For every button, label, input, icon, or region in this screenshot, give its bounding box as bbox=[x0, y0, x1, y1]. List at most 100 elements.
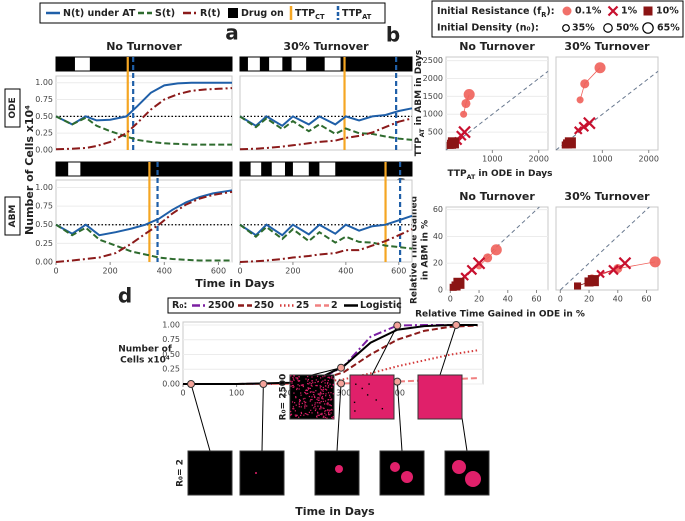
cell bbox=[368, 383, 370, 385]
legend-label: R(t) bbox=[200, 8, 221, 19]
cell bbox=[309, 382, 311, 384]
drug-on bbox=[56, 57, 75, 71]
cell bbox=[291, 401, 294, 403]
x-tick-label: 0 bbox=[558, 295, 563, 304]
cell bbox=[296, 377, 298, 379]
cell bbox=[314, 406, 316, 408]
plot-area bbox=[239, 179, 413, 263]
cell bbox=[306, 389, 308, 392]
thumbnail bbox=[239, 450, 285, 496]
legend-label: N(t) under AT bbox=[63, 8, 136, 19]
cell bbox=[293, 408, 295, 410]
cell bbox=[313, 394, 315, 396]
series-line bbox=[55, 87, 233, 151]
cell bbox=[300, 406, 302, 408]
cell bbox=[291, 382, 293, 384]
x-tick-label: 60 bbox=[531, 295, 541, 304]
cell bbox=[296, 387, 298, 389]
y-axis-label: TTPAT in ABM in Days bbox=[414, 50, 426, 157]
plot-area bbox=[55, 179, 233, 263]
cell-cluster bbox=[390, 462, 400, 472]
cell bbox=[298, 380, 300, 382]
cell bbox=[317, 412, 319, 414]
cell bbox=[321, 396, 324, 398]
cell bbox=[331, 398, 333, 400]
y-tick-label: 1.00 bbox=[35, 183, 53, 192]
cell-cluster bbox=[401, 471, 413, 483]
cell bbox=[290, 375, 292, 377]
plot-area bbox=[55, 75, 233, 151]
cell bbox=[310, 383, 312, 385]
cell bbox=[290, 410, 292, 413]
snapshot bbox=[337, 363, 346, 372]
cell bbox=[328, 413, 330, 415]
cell bbox=[325, 389, 328, 391]
snapshot bbox=[259, 380, 268, 388]
cell bbox=[301, 402, 303, 405]
cell bbox=[302, 398, 305, 400]
cell bbox=[302, 385, 304, 388]
cell bbox=[306, 413, 308, 415]
cell bbox=[313, 407, 315, 409]
cell bbox=[306, 405, 308, 407]
connector bbox=[261, 383, 264, 452]
point bbox=[458, 125, 471, 139]
connector bbox=[311, 367, 342, 376]
thumbnail-bg bbox=[444, 450, 490, 496]
cell bbox=[310, 399, 312, 401]
cell bbox=[317, 380, 319, 383]
cell bbox=[290, 414, 292, 416]
cell bbox=[294, 402, 296, 404]
legend-label: Drug on bbox=[241, 8, 284, 19]
cell bbox=[327, 402, 329, 404]
cell bbox=[322, 393, 325, 395]
cell bbox=[315, 384, 317, 387]
cell bbox=[291, 384, 294, 387]
y-axis-label: in ABM in % bbox=[421, 220, 431, 280]
legend-label: TTPCT bbox=[295, 8, 325, 22]
series-line bbox=[55, 81, 232, 126]
panel-letter: b bbox=[386, 23, 400, 47]
cell bbox=[325, 414, 327, 416]
legend-label: 2500 bbox=[208, 300, 235, 311]
snapshot bbox=[337, 379, 346, 388]
cell bbox=[322, 376, 324, 378]
cell bbox=[296, 414, 298, 416]
legend-swatch bbox=[562, 6, 572, 16]
legend-title: Initial Density (n₀): bbox=[437, 23, 539, 34]
y-tick-label: 0.25 bbox=[162, 365, 180, 374]
y-axis-label-part: AT bbox=[419, 128, 426, 137]
series-line bbox=[55, 223, 232, 262]
point bbox=[587, 275, 599, 287]
cell bbox=[327, 399, 329, 401]
identity-line bbox=[555, 70, 659, 151]
cell bbox=[329, 396, 331, 398]
cell bbox=[297, 380, 299, 382]
cell bbox=[320, 381, 323, 383]
cell bbox=[320, 408, 322, 410]
y-tick-label: 0.75 bbox=[35, 202, 53, 211]
cell bbox=[307, 375, 309, 378]
y-tick-label: 20 bbox=[433, 259, 443, 268]
cell bbox=[308, 383, 310, 385]
drug-on bbox=[335, 162, 412, 176]
cell bbox=[311, 412, 313, 414]
point bbox=[583, 116, 596, 130]
legend-label: 2 bbox=[331, 300, 338, 311]
cell bbox=[300, 394, 302, 396]
series-line bbox=[55, 190, 233, 263]
cell bbox=[355, 383, 357, 385]
cell bbox=[325, 409, 327, 412]
cell bbox=[321, 389, 323, 391]
cell bbox=[327, 404, 329, 406]
cell bbox=[303, 400, 305, 403]
cell bbox=[324, 388, 327, 390]
cell bbox=[305, 393, 307, 395]
cell bbox=[320, 400, 322, 403]
drug-on bbox=[89, 57, 232, 71]
cell bbox=[319, 393, 321, 395]
point bbox=[483, 253, 493, 263]
thumbnail bbox=[417, 374, 463, 420]
y-tick-label: 40 bbox=[433, 232, 443, 241]
cell bbox=[321, 393, 323, 395]
